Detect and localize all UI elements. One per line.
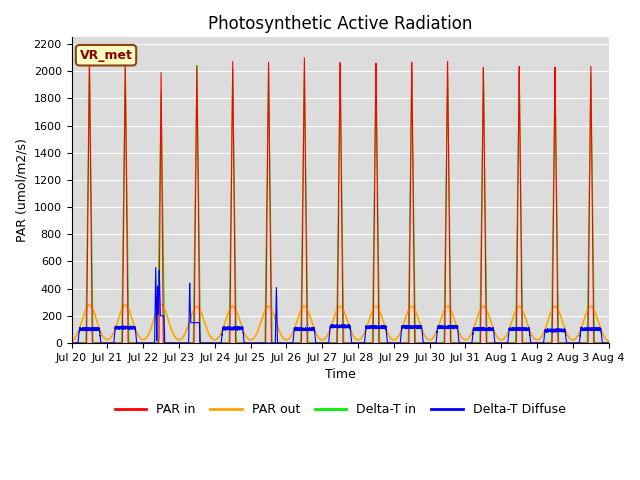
PAR out [164,316,172,322]
Delta-T Diffuse [320,340,328,346]
Text: VR_met: VR_met [79,49,132,62]
Line: PAR out: PAR out [72,304,609,341]
Delta-T Diffuse [164,340,172,346]
Delta-T in [68,340,76,346]
Y-axis label: PAR (umol/m2/s): PAR (umol/m2/s) [15,138,28,242]
PAR out [157,301,165,307]
Delta-T in [491,340,499,346]
Title: Photosynthetic Active Radiation: Photosynthetic Active Radiation [208,15,472,33]
Delta-T Diffuse [605,340,612,346]
PAR out [604,338,612,344]
PAR in [320,340,328,346]
PAR in [604,340,612,346]
PAR in [164,340,172,346]
Delta-T Diffuse [68,340,76,346]
Delta-T in [86,59,93,65]
PAR in [431,340,438,346]
PAR out [491,330,499,336]
PAR in [68,340,76,346]
Line: Delta-T Diffuse: Delta-T Diffuse [72,267,609,343]
Delta-T in [320,340,328,346]
PAR in [301,55,308,60]
PAR out [605,338,612,344]
Delta-T in [461,340,468,346]
PAR in [605,340,612,346]
PAR in [461,340,468,346]
PAR out [320,336,328,342]
Delta-T in [431,340,438,346]
Line: Delta-T in: Delta-T in [72,62,609,343]
Delta-T in [605,340,612,346]
Delta-T in [164,340,172,346]
PAR out [431,333,438,338]
Legend: PAR in, PAR out, Delta-T in, Delta-T Diffuse: PAR in, PAR out, Delta-T in, Delta-T Dif… [110,398,570,421]
Delta-T Diffuse [431,340,438,346]
PAR out [461,337,468,343]
PAR out [68,338,76,344]
Line: PAR in: PAR in [72,58,609,343]
Delta-T in [604,340,612,346]
Delta-T Diffuse [461,340,468,346]
Delta-T Diffuse [152,264,159,270]
PAR in [491,340,499,346]
Delta-T Diffuse [604,340,612,346]
Delta-T Diffuse [491,340,499,346]
X-axis label: Time: Time [324,368,355,381]
